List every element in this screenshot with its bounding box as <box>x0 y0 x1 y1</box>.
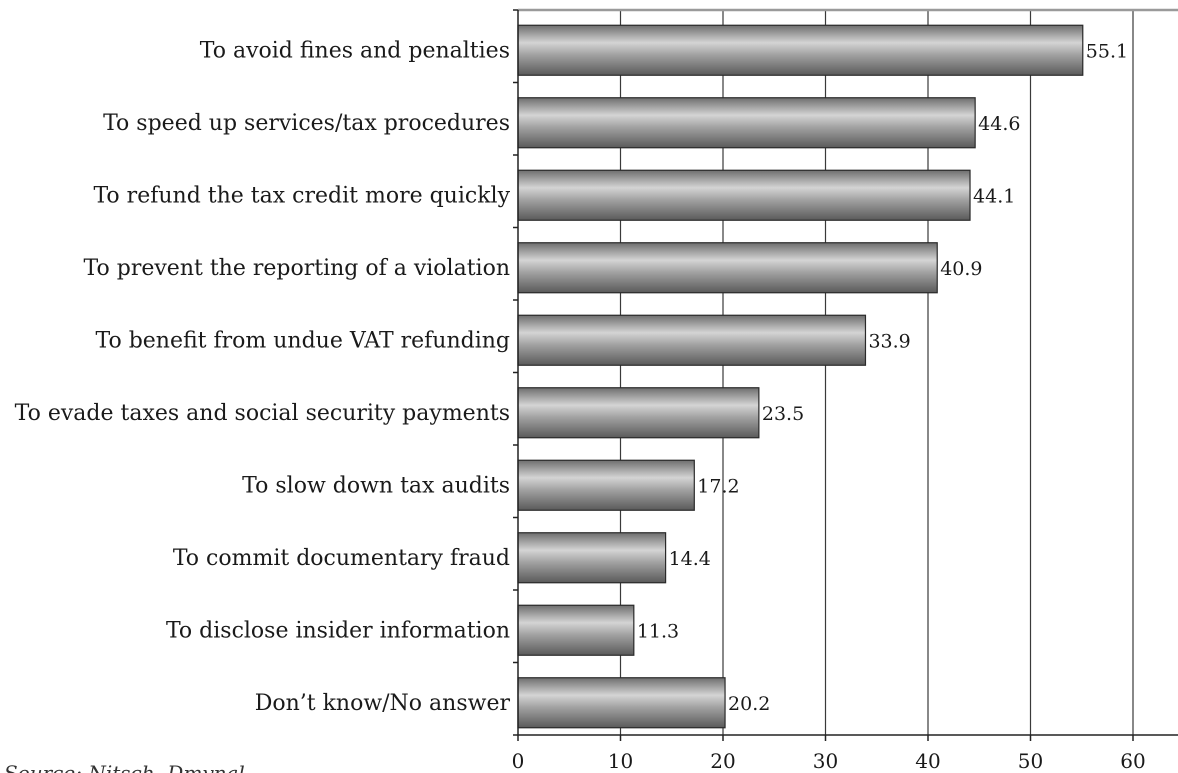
x-tick-label: 20 <box>710 749 735 773</box>
bar <box>517 242 938 294</box>
category-label: To prevent the reporting of a violation <box>84 256 510 281</box>
category-label: To slow down tax audits <box>242 473 510 498</box>
data-label: 14.4 <box>669 548 711 570</box>
bar <box>517 97 976 149</box>
category-label: Don’t know/No answer <box>255 691 511 716</box>
bar <box>517 532 667 584</box>
data-label: 40.9 <box>940 258 982 280</box>
category-label: To avoid fines and penalties <box>200 38 510 63</box>
category-label: To benefit from undue VAT refunding <box>96 328 511 353</box>
data-label: 55.1 <box>1086 40 1128 62</box>
category-label: To evade taxes and social security payme… <box>15 401 510 426</box>
x-tick-label: 60 <box>1120 749 1145 773</box>
bar <box>517 459 695 511</box>
category-label: To speed up services/tax procedures <box>103 111 510 136</box>
x-tick-label: 50 <box>1018 749 1043 773</box>
data-label: 20.2 <box>728 693 770 715</box>
bar <box>517 604 635 656</box>
category-label: To disclose insider information <box>166 618 510 643</box>
labels: To avoid fines and penalties 55.1 To speed… <box>15 38 1146 773</box>
data-label: 17.2 <box>697 475 739 497</box>
data-label: 33.9 <box>868 330 910 352</box>
bars <box>517 24 1084 729</box>
data-label: 44.6 <box>978 113 1020 135</box>
axes <box>513 8 1178 741</box>
data-label: 44.1 <box>973 185 1015 207</box>
data-label: 23.5 <box>762 403 804 425</box>
bar <box>517 387 760 439</box>
bar <box>517 24 1084 76</box>
x-tick-label: 10 <box>608 749 633 773</box>
data-label: 11.3 <box>637 620 679 642</box>
x-tick-label: 40 <box>915 749 940 773</box>
bar <box>517 314 867 366</box>
category-label: To refund the tax credit more quickly <box>93 183 510 208</box>
bar <box>517 169 971 221</box>
category-label: To commit documentary fraud <box>173 546 510 571</box>
bar <box>517 677 726 729</box>
source-note: Source: Nitsch, Dmynal <box>4 761 245 773</box>
x-tick-label: 0 <box>512 749 525 773</box>
x-tick-label: 30 <box>813 749 838 773</box>
